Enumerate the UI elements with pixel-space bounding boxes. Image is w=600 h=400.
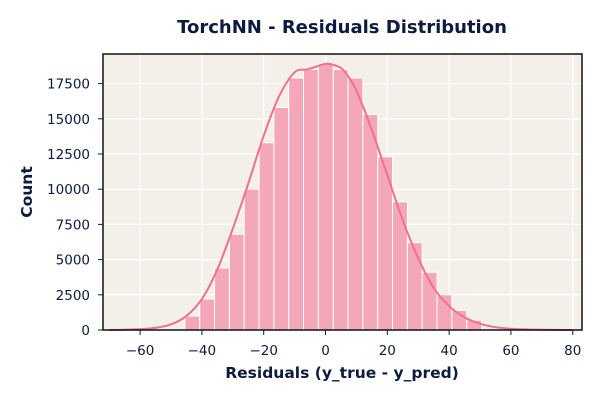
plot-frame (102, 53, 583, 331)
histogram-bar-1 (199, 298, 216, 331)
x-axis-ticks: −60 −40 −20 0 20 40 60 80 (126, 330, 581, 359)
y-tick-label-2: 5000 (56, 253, 90, 269)
histogram-bar-3 (228, 233, 245, 331)
x-tick-label-1: −40 (188, 343, 217, 359)
chart-title: TorchNN - Residuals Distribution (177, 17, 507, 38)
histogram-bars (184, 63, 483, 331)
y-tick-label-7: 17500 (47, 77, 90, 93)
histogram-bar-4 (243, 188, 260, 331)
histogram-bar-11 (347, 77, 364, 331)
histogram-bar-12 (362, 114, 379, 331)
x-tick-label-5: 40 (441, 343, 458, 359)
kde-curve (109, 62, 573, 331)
y-tick-label-0: 0 (81, 323, 90, 339)
histogram-bar-15 (406, 242, 423, 331)
histogram-bar-2 (214, 267, 230, 331)
x-tick-label-0: −60 (126, 343, 155, 359)
histogram-bar-8 (303, 68, 319, 331)
histogram-bar-10 (332, 68, 349, 331)
y-tick-label-4: 10000 (47, 182, 90, 198)
histogram-bar-7 (288, 77, 305, 331)
histogram-bar-5 (258, 142, 275, 331)
y-axis-ticks: 0 2500 5000 7500 10000 12500 15000 17500 (47, 77, 103, 339)
y-axis-label: Count (18, 166, 36, 218)
histogram-bar-0 (184, 315, 201, 331)
y-tick-label-6: 15000 (47, 112, 90, 128)
x-axis-label: Residuals (y_true - y_pred) (225, 364, 459, 382)
y-tick-label-1: 2500 (56, 288, 90, 304)
histogram-bar-14 (392, 201, 408, 331)
y-tick-label-3: 7500 (56, 217, 90, 233)
histogram-bar-6 (273, 107, 290, 331)
y-tick-label-5: 12500 (47, 147, 90, 163)
histogram-bar-9 (317, 63, 334, 331)
x-tick-label-4: 20 (379, 343, 396, 359)
x-tick-label-7: 80 (564, 343, 581, 359)
x-tick-label-6: 60 (502, 343, 519, 359)
x-tick-label-3: 0 (321, 343, 330, 359)
x-tick-label-2: −20 (249, 343, 278, 359)
